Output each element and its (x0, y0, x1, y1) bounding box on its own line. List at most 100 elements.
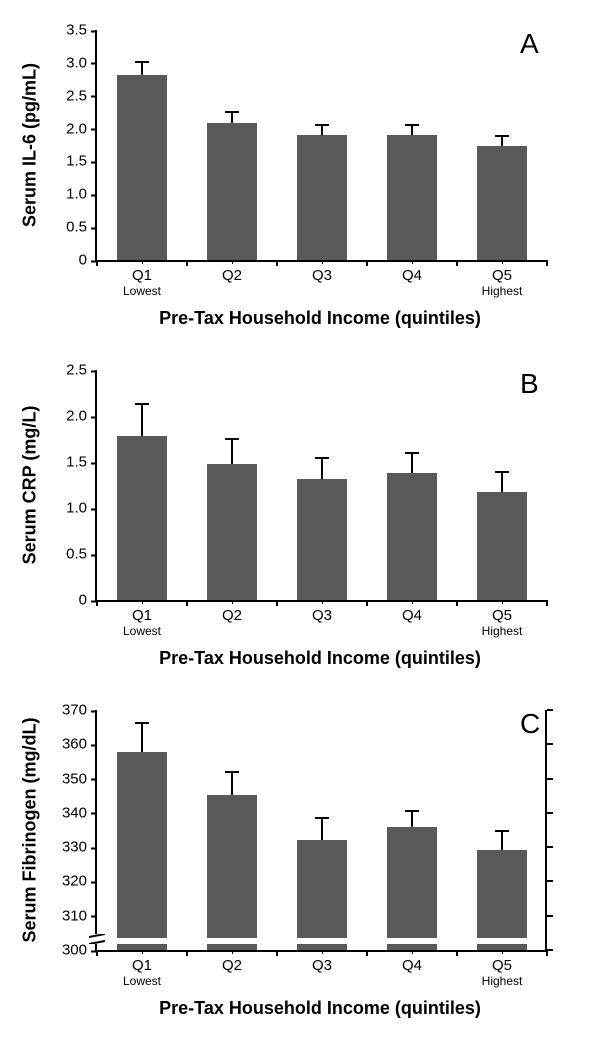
y-tick: 1.0 (66, 186, 97, 203)
y-axis-title: Serum IL-6 (pg/mL) (20, 63, 41, 227)
x-tick (366, 260, 368, 266)
x-label: Q3 (312, 600, 332, 625)
x-tick (186, 950, 188, 956)
error-bar (411, 453, 413, 473)
y-tick: 360 (62, 736, 97, 753)
error-bar (501, 472, 503, 492)
plot-area-B: 00.51.01.52.02.5Q1LowestQ2Q3Q4Q5Highest (95, 370, 547, 602)
x-tick (546, 950, 548, 956)
y-tick: 2.5 (66, 362, 97, 379)
x-label: Q1Lowest (123, 600, 161, 638)
error-bar (141, 62, 143, 75)
x-tick (546, 600, 548, 606)
error-bar (501, 831, 503, 851)
error-cap (135, 722, 149, 724)
x-tick (96, 950, 98, 956)
y-tick: 350 (62, 770, 97, 787)
error-cap (405, 810, 419, 812)
y-tick: 340 (62, 804, 97, 821)
y-tick: 2.0 (66, 408, 97, 425)
bar (117, 436, 167, 600)
error-cap (315, 124, 329, 126)
error-cap (495, 135, 509, 137)
y-tick: 2.0 (66, 120, 97, 137)
error-cap (315, 457, 329, 459)
bar (477, 492, 527, 600)
x-label: Q3 (312, 950, 332, 975)
x-tick (276, 260, 278, 266)
error-cap (225, 771, 239, 773)
x-axis-title: Pre-Tax Household Income (quintiles) (159, 648, 481, 669)
bar (297, 135, 347, 260)
x-tick (366, 950, 368, 956)
y-tick: 3.5 (66, 22, 97, 39)
error-bar (411, 811, 413, 827)
y-tick-right (547, 880, 553, 882)
x-tick (96, 260, 98, 266)
x-label: Q2 (222, 260, 242, 285)
x-sublabel: Highest (482, 975, 523, 988)
bar (117, 75, 167, 260)
y-tick: 310 (62, 907, 97, 924)
plot-area-A: 00.51.01.52.02.53.03.5Q1LowestQ2Q3Q4Q5Hi… (95, 30, 547, 262)
error-bar (321, 458, 323, 478)
x-sublabel: Lowest (123, 285, 161, 298)
figure: A00.51.01.52.02.53.03.5Q1LowestQ2Q3Q4Q5H… (0, 0, 592, 1050)
error-cap (135, 61, 149, 63)
x-sublabel: Lowest (123, 625, 161, 638)
x-tick (276, 600, 278, 606)
x-tick (366, 600, 368, 606)
right-axis (545, 710, 547, 950)
error-bar (141, 404, 143, 436)
x-label: Q5Highest (482, 950, 523, 988)
bar (207, 464, 257, 600)
error-bar (141, 723, 143, 752)
x-label: Q4 (402, 260, 422, 285)
y-tick: 330 (62, 839, 97, 856)
y-tick: 1.0 (66, 500, 97, 517)
error-cap (405, 124, 419, 126)
y-tick-right (547, 846, 553, 848)
y-tick: 1.5 (66, 153, 97, 170)
bar (387, 827, 437, 938)
x-tick (186, 600, 188, 606)
y-axis-title: Serum Fibrinogen (mg/dL) (20, 718, 41, 943)
panel-B: B00.51.01.52.02.5Q1LowestQ2Q3Q4Q5Highest… (0, 350, 592, 680)
bar (477, 146, 527, 260)
x-tick (276, 950, 278, 956)
x-sublabel: Highest (482, 625, 523, 638)
bar (297, 479, 347, 600)
y-tick-right (547, 743, 553, 745)
y-tick-right (547, 915, 553, 917)
error-bar (231, 439, 233, 464)
bar (387, 473, 437, 600)
error-bar (231, 772, 233, 795)
error-bar (231, 112, 233, 123)
y-tick: 320 (62, 873, 97, 890)
x-tick (456, 260, 458, 266)
x-label: Q2 (222, 950, 242, 975)
y-tick: 2.5 (66, 87, 97, 104)
error-cap (315, 817, 329, 819)
x-sublabel: Lowest (123, 975, 161, 988)
error-cap (225, 111, 239, 113)
error-bar (501, 136, 503, 146)
x-tick (96, 600, 98, 606)
x-tick (456, 600, 458, 606)
bar (387, 135, 437, 260)
y-tick-right (547, 778, 553, 780)
x-tick (546, 260, 548, 266)
x-tick (456, 950, 458, 956)
y-tick-right (547, 709, 553, 711)
y-tick: 300 (62, 942, 97, 959)
error-cap (405, 452, 419, 454)
x-axis-title: Pre-Tax Household Income (quintiles) (159, 998, 481, 1019)
x-label: Q3 (312, 260, 332, 285)
error-cap (495, 830, 509, 832)
y-tick-right (547, 812, 553, 814)
y-tick: 0.5 (66, 219, 97, 236)
x-label: Q4 (402, 950, 422, 975)
axis-break-mark (89, 934, 105, 944)
bar (117, 752, 167, 938)
x-tick (186, 260, 188, 266)
